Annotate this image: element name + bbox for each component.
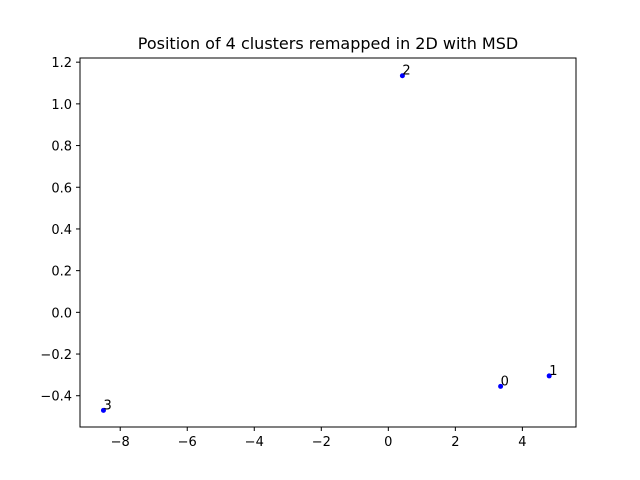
x-tick-label: −6: [178, 435, 197, 450]
data-points: 0 1 2 3: [100, 64, 557, 413]
y-tick-label: 0.4: [51, 223, 72, 238]
x-tick-label: −2: [312, 435, 331, 450]
x-tick-label: 2: [451, 435, 459, 450]
data-point-1: [546, 373, 552, 379]
x-tick-label: 4: [518, 435, 526, 450]
y-tick-label: −0.4: [40, 390, 72, 405]
x-tick-label: 0: [384, 435, 392, 450]
y-axis: −0.4 −0.2 0.0 0.2 0.4 0.6 0.8 1.0 1.2: [40, 56, 80, 405]
y-tick-label: 1.2: [51, 56, 72, 71]
point-label-0: 0: [501, 374, 509, 389]
data-point-3: [100, 407, 106, 413]
chart-title: Position of 4 clusters remapped in 2D wi…: [138, 34, 518, 53]
x-axis: −8 −6 −4 −2 0 2 4: [111, 427, 527, 450]
data-point-0: [498, 383, 504, 389]
point-label-1: 1: [549, 364, 557, 379]
plot-area-frame: [79, 57, 577, 428]
y-tick-label: 1.0: [51, 98, 72, 113]
y-tick-label: 0.6: [51, 181, 72, 196]
y-tick-label: 0.8: [51, 140, 72, 155]
y-tick-label: −0.2: [40, 348, 72, 363]
x-tick-label: −8: [111, 435, 130, 450]
data-point-2: [399, 73, 405, 79]
y-tick-label: 0.2: [51, 265, 72, 280]
point-label-3: 3: [103, 398, 111, 413]
point-label-2: 2: [402, 64, 410, 79]
x-tick-label: −4: [245, 435, 264, 450]
y-tick-label: 0.0: [51, 306, 72, 321]
